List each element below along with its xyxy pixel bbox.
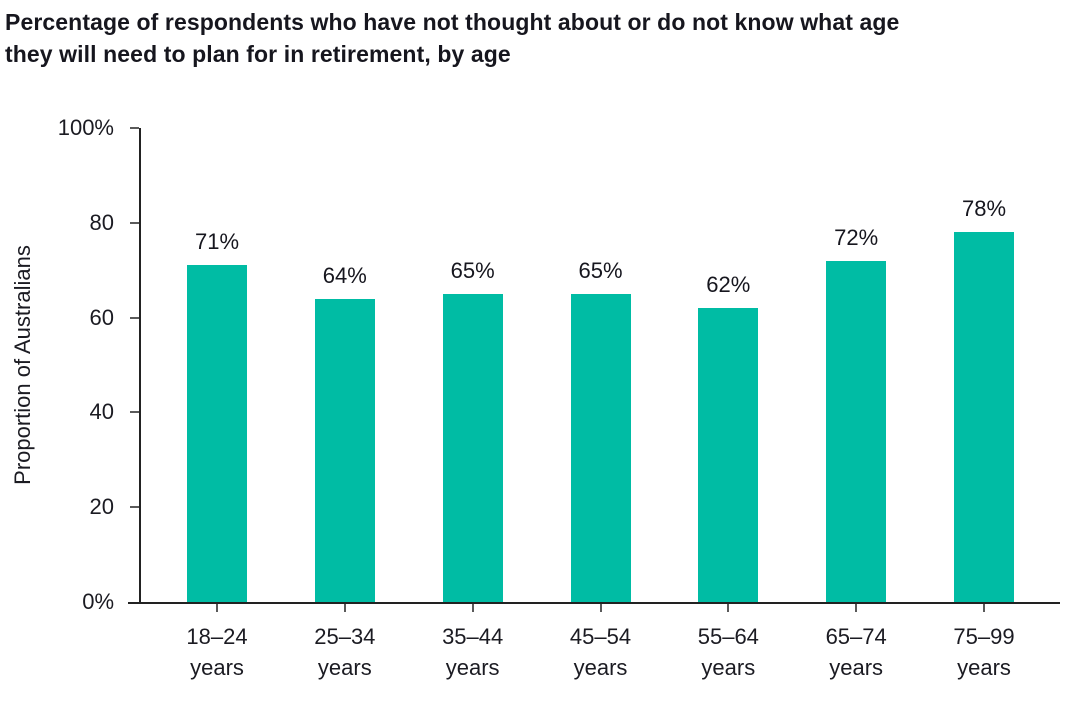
y-tick-label: 100% bbox=[57, 115, 114, 140]
y-tick bbox=[130, 221, 139, 224]
bar-value-label: 65% bbox=[578, 257, 623, 283]
y-tick bbox=[130, 316, 139, 319]
x-category-label-line: years bbox=[445, 655, 500, 680]
bar bbox=[826, 260, 887, 602]
bar-value-label: 64% bbox=[322, 262, 367, 288]
bar-value-label: 78% bbox=[961, 196, 1007, 222]
x-tick bbox=[855, 604, 858, 612]
x-tick bbox=[983, 604, 985, 612]
y-tick bbox=[130, 127, 139, 129]
x-category-label-line: 25–34 bbox=[314, 624, 376, 649]
x-category-label-line: years bbox=[317, 655, 372, 680]
y-tick-label: 40 bbox=[89, 399, 114, 425]
y-tick-label: 80 bbox=[89, 209, 114, 235]
x-category-label-line: years bbox=[190, 655, 244, 680]
x-category-label: 35–44 years bbox=[409, 621, 537, 683]
x-tick bbox=[471, 604, 474, 612]
x-axis-line bbox=[128, 602, 1060, 604]
bar bbox=[442, 293, 503, 602]
bar bbox=[187, 265, 247, 602]
y-tick bbox=[130, 411, 139, 414]
x-tick bbox=[599, 604, 602, 612]
y-tick-label: 20 bbox=[89, 494, 114, 520]
x-tick bbox=[727, 604, 730, 612]
bar-value-label: 71% bbox=[194, 229, 240, 255]
y-tick-label: 0% bbox=[82, 589, 114, 614]
x-category-label-line: years bbox=[573, 655, 628, 680]
bar bbox=[954, 232, 1014, 602]
y-tick-label: 60 bbox=[89, 304, 114, 330]
x-category-label: 55–64 years bbox=[664, 621, 792, 683]
x-category-label: 18–24 years bbox=[153, 621, 281, 683]
x-category-label-line: years bbox=[701, 655, 756, 680]
bar-value-label: 62% bbox=[706, 272, 751, 298]
y-tick bbox=[130, 506, 139, 509]
x-category-label-line: years bbox=[957, 655, 1011, 680]
x-category-label: 25–34 years bbox=[281, 621, 409, 683]
y-axis-line bbox=[139, 128, 141, 604]
x-category-label: 75–99 years bbox=[920, 621, 1048, 683]
bar bbox=[570, 293, 631, 602]
x-category-label-line: years bbox=[829, 655, 884, 680]
x-category-label-line: 65–74 bbox=[825, 624, 887, 649]
x-category-label: 65–74 years bbox=[792, 621, 920, 683]
x-category-label-line: 75–99 bbox=[953, 624, 1015, 649]
bar bbox=[698, 308, 759, 602]
x-tick bbox=[216, 604, 218, 612]
bar-value-label: 65% bbox=[450, 257, 495, 283]
x-category-label: 45–54 years bbox=[537, 621, 665, 683]
x-category-label-line: 45–54 bbox=[569, 624, 632, 649]
chart-title: Percentage of respondents who have not t… bbox=[5, 9, 900, 67]
bar bbox=[314, 298, 375, 602]
x-category-label-line: 35–44 bbox=[442, 624, 504, 649]
x-category-label-line: 18–24 bbox=[186, 624, 248, 649]
bar-value-label: 72% bbox=[834, 224, 879, 250]
x-tick bbox=[343, 604, 346, 612]
x-category-label-line: 55–64 bbox=[697, 624, 759, 649]
